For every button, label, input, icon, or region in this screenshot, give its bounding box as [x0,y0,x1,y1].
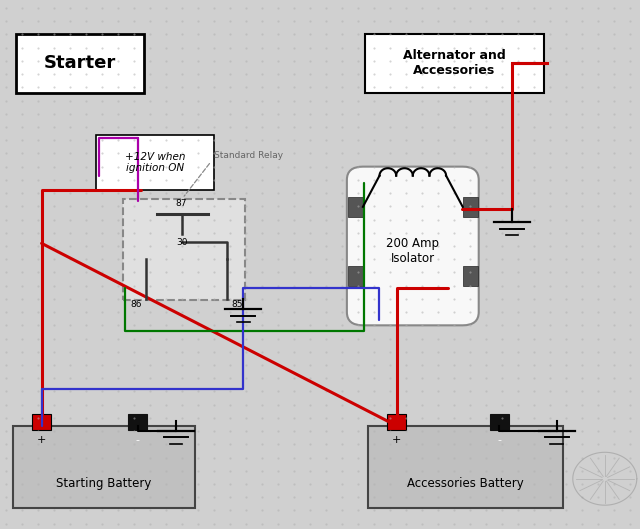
Text: Alternator and
Accessories: Alternator and Accessories [403,50,506,77]
FancyBboxPatch shape [365,34,544,93]
Text: 86: 86 [131,300,142,309]
Text: 85: 85 [232,300,243,309]
Text: Starter: Starter [44,54,116,72]
Bar [348,197,363,217]
Bar [348,266,363,286]
Bar [463,266,478,286]
Text: +12V when
ignition ON: +12V when ignition ON [125,152,186,174]
Bar [32,414,51,430]
Text: +: + [392,435,401,445]
Text: -: - [136,435,140,445]
FancyBboxPatch shape [347,167,479,325]
Text: 87: 87 [175,199,187,208]
Bar [128,414,147,430]
Text: +: + [37,435,46,445]
FancyBboxPatch shape [368,426,563,508]
Bar [463,197,478,217]
Text: 200 Amp
Isolator: 200 Amp Isolator [387,238,439,265]
Bar [490,414,509,430]
FancyBboxPatch shape [16,34,144,93]
Bar [387,414,406,430]
Text: -: - [497,435,501,445]
Text: 30: 30 [177,238,188,247]
Text: Accessories Battery: Accessories Battery [407,477,524,490]
Text: Standard Relay: Standard Relay [214,151,284,160]
FancyBboxPatch shape [123,199,245,300]
Text: Starting Battery: Starting Battery [56,477,152,490]
FancyBboxPatch shape [96,135,214,190]
FancyBboxPatch shape [13,426,195,508]
